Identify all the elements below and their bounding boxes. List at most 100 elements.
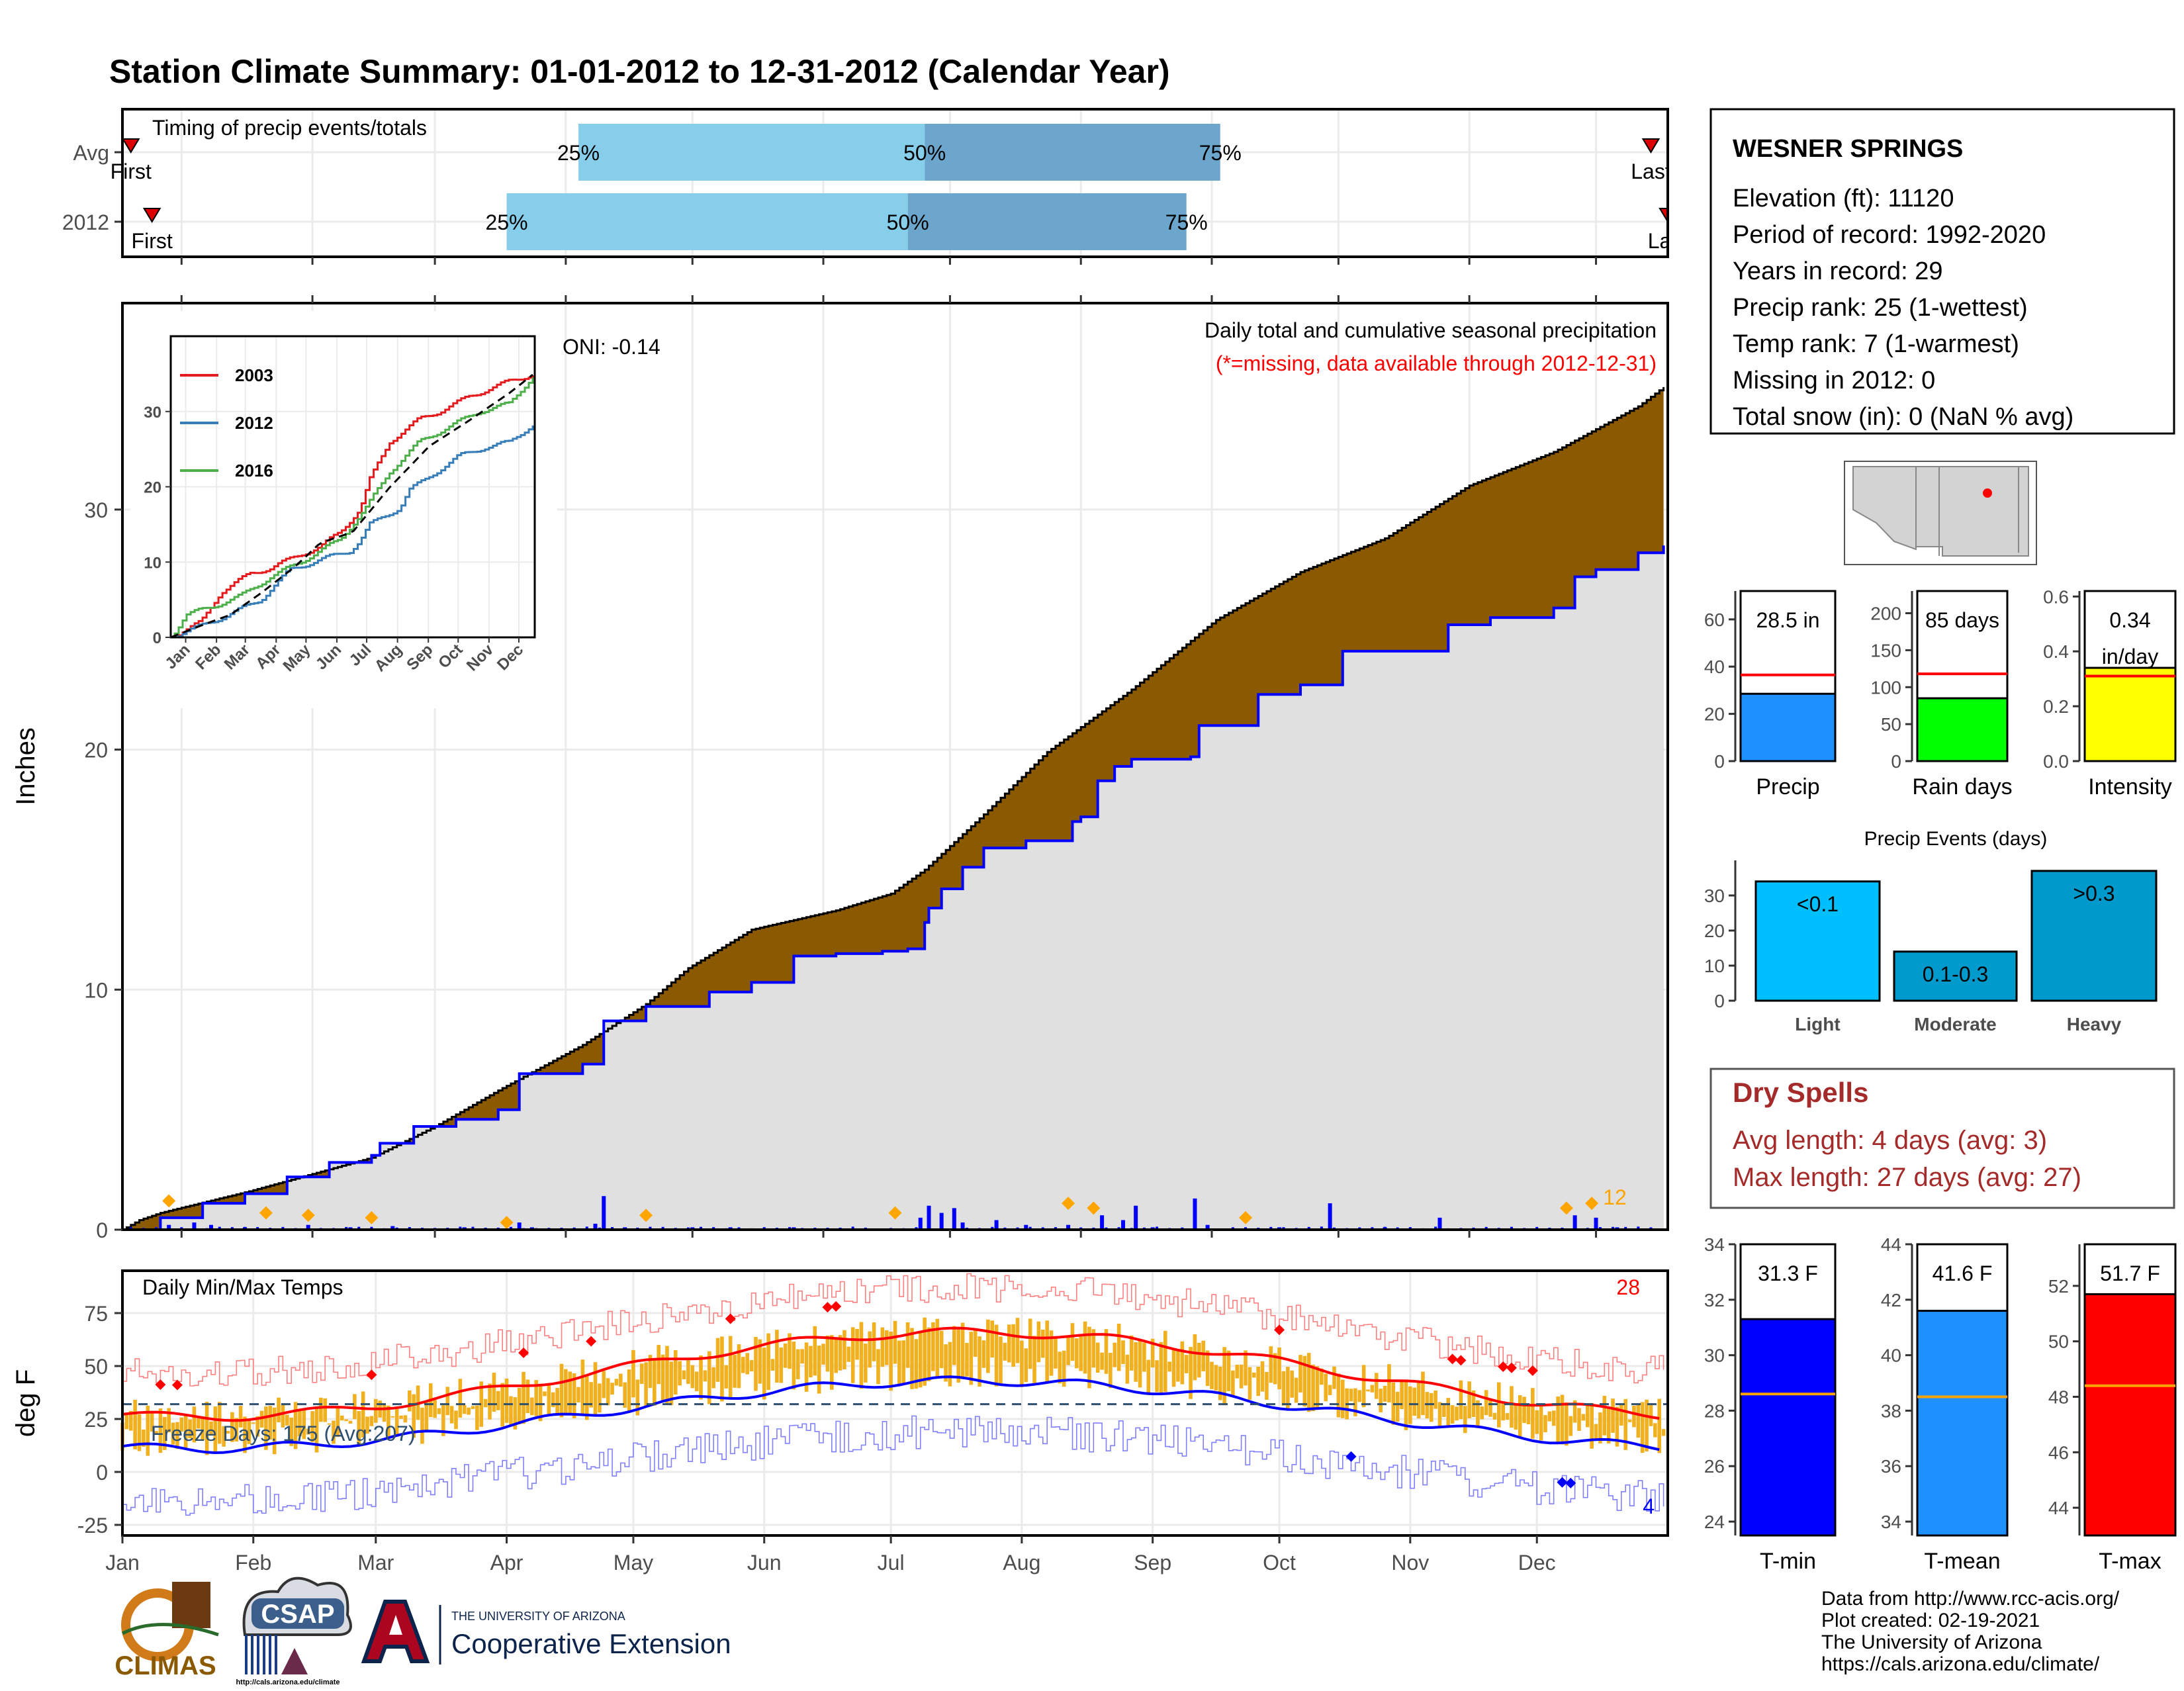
daily-temp-bar	[420, 1407, 424, 1444]
daily-temp-bar	[1565, 1402, 1569, 1446]
daily-temp-bar	[298, 1411, 302, 1437]
daily-precip-bar	[1193, 1198, 1197, 1230]
daily-precip-bar	[471, 1226, 475, 1230]
event-bar	[1893, 950, 2018, 1002]
daily-temp-bar	[639, 1363, 644, 1385]
quartile-bar-high	[925, 124, 1220, 181]
legend-label: 2003	[235, 365, 273, 385]
daily-temp-bar	[205, 1402, 209, 1455]
daily-temp-bar	[310, 1411, 314, 1442]
daily-temp-bar	[1324, 1373, 1328, 1402]
daily-precip-bar	[991, 1226, 994, 1230]
daily-temp-bar	[792, 1342, 796, 1390]
daily-temp-bar	[994, 1324, 999, 1387]
record-high-dot	[1455, 1355, 1467, 1366]
daily-temp-bar	[1197, 1342, 1201, 1378]
last-marker	[1641, 138, 1661, 154]
cold-day-count: 4	[1643, 1494, 1655, 1518]
legend-label: 2012	[235, 413, 273, 433]
edge-mask	[1669, 106, 1709, 260]
daily-temp-bar	[462, 1404, 467, 1414]
daily-temp-bar	[1070, 1323, 1075, 1361]
daily-temp-bar	[517, 1387, 522, 1425]
daily-temp-bar	[593, 1362, 598, 1416]
daily-precip-bar	[1624, 1226, 1627, 1230]
daily-temp-bar	[382, 1404, 387, 1422]
y-axis-label: deg F	[11, 1369, 40, 1437]
daily-temp-bar	[1032, 1336, 1036, 1385]
daily-temp-bar	[492, 1373, 496, 1412]
daily-temp-bar	[1167, 1361, 1171, 1372]
daily-temp-bar	[960, 1322, 965, 1379]
daily-temp-bar	[217, 1402, 222, 1444]
daily-temp-bar	[610, 1383, 614, 1395]
daily-temp-bar	[868, 1331, 872, 1368]
daily-temp-bar	[1121, 1340, 1125, 1365]
warm-event-dot	[1062, 1197, 1075, 1211]
y-tick-label: -25	[77, 1514, 108, 1537]
event-bar	[2030, 870, 2158, 1002]
daily-temp-bar	[627, 1369, 631, 1412]
daily-temp-bar	[830, 1335, 834, 1390]
daily-precip-bar	[927, 1205, 931, 1230]
daily-temp-bar	[944, 1344, 948, 1382]
daily-temp-bar	[1066, 1337, 1070, 1365]
daily-temp-bar	[800, 1349, 804, 1364]
value-label: 31.3 F	[1758, 1261, 1818, 1285]
daily-temp-bar	[872, 1322, 876, 1361]
y-tick-label: 32	[1704, 1290, 1725, 1310]
daily-precip-bar	[281, 1226, 285, 1230]
daily-temp-bar	[500, 1383, 504, 1427]
credit-line: The University of Arizona	[1821, 1631, 2042, 1653]
daily-temp-bar	[1040, 1329, 1045, 1358]
daily-temp-bar	[348, 1420, 353, 1424]
daily-precip-bar	[1307, 1226, 1310, 1230]
record-high-dot	[1506, 1362, 1517, 1373]
daily-temp-bar	[1467, 1381, 1471, 1418]
y-tick-label: 25	[84, 1408, 108, 1432]
daily-temp-bar	[1235, 1364, 1240, 1379]
warm-event-dot	[639, 1209, 653, 1222]
dry-line: Max length: 27 days (avg: 27)	[1733, 1163, 2081, 1192]
daily-temp-bar	[1146, 1359, 1151, 1395]
ua-big-text: Cooperative Extension	[451, 1628, 731, 1659]
daily-temp-bar	[1594, 1424, 1598, 1440]
category-label: T-max	[2099, 1549, 2161, 1574]
daily-temp-bar	[559, 1363, 564, 1418]
x-tick-label: May	[614, 1551, 653, 1575]
daily-temp-bar	[1374, 1373, 1379, 1399]
daily-temp-bar	[1020, 1340, 1024, 1387]
x-tick-label: Nov	[1391, 1551, 1429, 1575]
daily-temp-bar	[1290, 1370, 1294, 1398]
daily-temp-bar	[1488, 1399, 1492, 1417]
daily-temp-bar	[1150, 1338, 1155, 1368]
event-bar-label: <0.1	[1797, 892, 1839, 916]
daily-temp-bar	[340, 1415, 344, 1421]
daily-temp-bar	[1328, 1385, 1332, 1396]
row-label: 2012	[62, 210, 109, 234]
daily-temp-bar	[918, 1332, 923, 1388]
y-tick-label: 0	[1714, 751, 1725, 772]
daily-temp-bar	[745, 1353, 750, 1375]
station-line: Missing in 2012: 0	[1733, 367, 1935, 394]
daily-temp-bar	[445, 1387, 450, 1416]
y-tick-label: 10	[1704, 956, 1725, 976]
y-tick-label: 42	[1881, 1290, 1901, 1310]
daily-temp-bar	[1049, 1330, 1054, 1376]
quartile-label: 25%	[486, 210, 528, 234]
daily-temp-bar	[1657, 1398, 1662, 1453]
daily-temp-bar	[336, 1406, 340, 1438]
y-tick-label: 10	[144, 554, 161, 572]
daily-precip-bar	[1156, 1226, 1159, 1230]
daily-temp-bar	[1619, 1404, 1623, 1426]
daily-temp-bar	[1497, 1382, 1501, 1428]
daily-temp-bar	[1294, 1377, 1298, 1403]
daily-temp-bar	[1361, 1365, 1366, 1408]
daily-temp-bar	[179, 1417, 184, 1432]
daily-temp-bar	[758, 1339, 762, 1384]
daily-temp-bar	[332, 1420, 336, 1444]
record-high-dot	[1498, 1361, 1509, 1372]
cumulative-2012-area	[122, 545, 1664, 1230]
